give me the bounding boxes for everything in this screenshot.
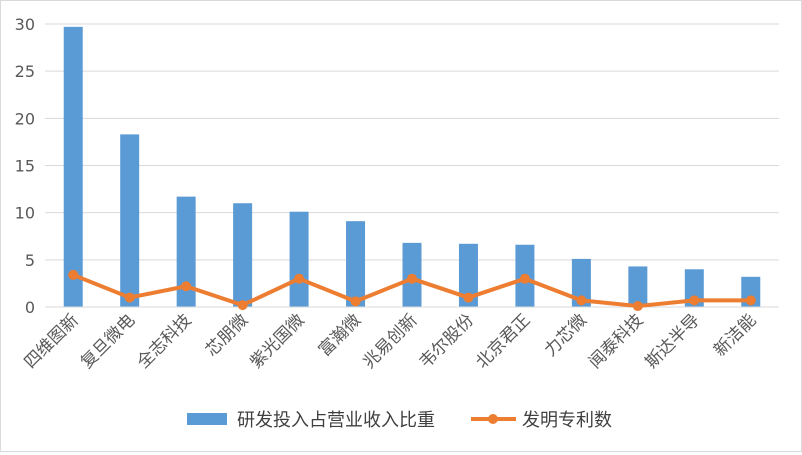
bar — [233, 203, 253, 307]
x-tick-label: 闻泰科技 — [585, 310, 647, 372]
line-point — [124, 292, 135, 303]
line-point — [519, 273, 530, 284]
line-point — [68, 269, 79, 280]
bar — [120, 134, 140, 307]
y-tick-label: 0 — [25, 298, 35, 317]
legend-swatch-bar — [187, 413, 227, 425]
x-tick-label: 韦尔股份 — [416, 310, 478, 372]
line-point — [463, 292, 474, 303]
line-point — [689, 295, 700, 306]
x-tick-label: 四维图新 — [21, 310, 83, 372]
line-series — [68, 269, 756, 312]
line-point — [294, 273, 305, 284]
line-point — [407, 273, 417, 284]
line-point — [576, 295, 587, 306]
line-point — [632, 301, 643, 312]
y-tick-label: 15 — [15, 157, 35, 176]
x-tick-label: 兆易创新 — [359, 310, 421, 372]
bar — [684, 269, 704, 307]
line-point — [350, 296, 361, 307]
x-tick-label: 富瀚微 — [315, 310, 365, 360]
legend-label-bar: 研发投入占营业收入比重 — [237, 410, 435, 431]
legend: 研发投入占营业收入比重 发明专利数 — [187, 410, 612, 431]
bar — [176, 196, 196, 307]
bar-series — [63, 26, 761, 308]
x-tick-label: 斯达半导 — [642, 310, 704, 372]
legend-swatch-marker — [488, 414, 498, 424]
bar — [628, 266, 648, 307]
y-tick-label: 10 — [15, 204, 35, 223]
gridlines — [45, 23, 779, 261]
legend-label-line: 发明专利数 — [522, 410, 612, 431]
y-tick-label: 25 — [15, 62, 35, 81]
bar — [346, 221, 366, 307]
bar — [571, 258, 591, 307]
y-tick-label: 30 — [15, 15, 35, 34]
x-tick-label: 力芯微 — [541, 310, 591, 360]
x-tick-label: 紫光国微 — [246, 310, 308, 372]
x-tick-label: 新洁能 — [710, 310, 760, 360]
bar — [63, 26, 83, 308]
y-tick-label: 20 — [15, 109, 35, 128]
x-tick-label: 芯朋微 — [202, 310, 252, 360]
x-tick-label: 全志科技 — [133, 310, 195, 372]
line-point — [237, 300, 248, 311]
line-point — [181, 281, 192, 292]
x-tick-label: 北京君正 — [472, 310, 534, 372]
bar — [458, 243, 478, 307]
line-point — [745, 295, 756, 306]
bar — [289, 211, 309, 307]
y-tick-label: 5 — [25, 251, 35, 270]
x-tick-label: 复旦微电 — [77, 310, 139, 372]
y-axis: 0 5 10 15 20 25 30 — [15, 15, 35, 317]
